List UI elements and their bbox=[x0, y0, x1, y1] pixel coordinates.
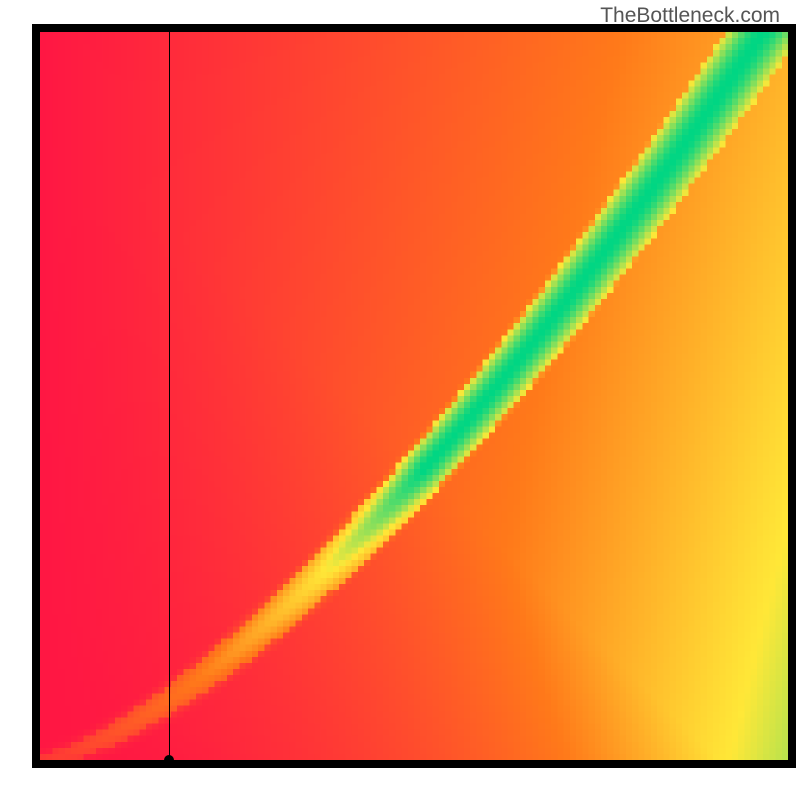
watermark-text: TheBottleneck.com bbox=[600, 4, 780, 28]
chart-container: TheBottleneck.com bbox=[0, 0, 800, 800]
plot-border bbox=[32, 24, 796, 768]
